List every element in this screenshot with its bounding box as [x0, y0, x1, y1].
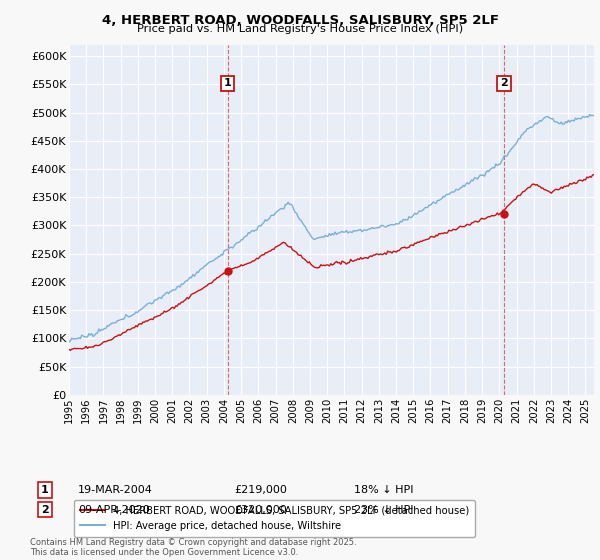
- Text: 2: 2: [500, 78, 508, 88]
- Legend: 4, HERBERT ROAD, WOODFALLS, SALISBURY, SP5 2LF (detached house), HPI: Average pr: 4, HERBERT ROAD, WOODFALLS, SALISBURY, S…: [74, 500, 475, 536]
- Text: 19-MAR-2004: 19-MAR-2004: [78, 485, 153, 495]
- Text: 1: 1: [224, 78, 232, 88]
- Text: 1: 1: [41, 485, 49, 495]
- Text: 23% ↓ HPI: 23% ↓ HPI: [354, 505, 413, 515]
- Text: 09-APR-2020: 09-APR-2020: [78, 505, 150, 515]
- Text: £320,000: £320,000: [234, 505, 287, 515]
- Text: Price paid vs. HM Land Registry's House Price Index (HPI): Price paid vs. HM Land Registry's House …: [137, 24, 463, 34]
- Text: Contains HM Land Registry data © Crown copyright and database right 2025.
This d: Contains HM Land Registry data © Crown c…: [30, 538, 356, 557]
- Text: 2: 2: [41, 505, 49, 515]
- Text: £219,000: £219,000: [234, 485, 287, 495]
- Text: 4, HERBERT ROAD, WOODFALLS, SALISBURY, SP5 2LF: 4, HERBERT ROAD, WOODFALLS, SALISBURY, S…: [101, 14, 499, 27]
- Text: 18% ↓ HPI: 18% ↓ HPI: [354, 485, 413, 495]
